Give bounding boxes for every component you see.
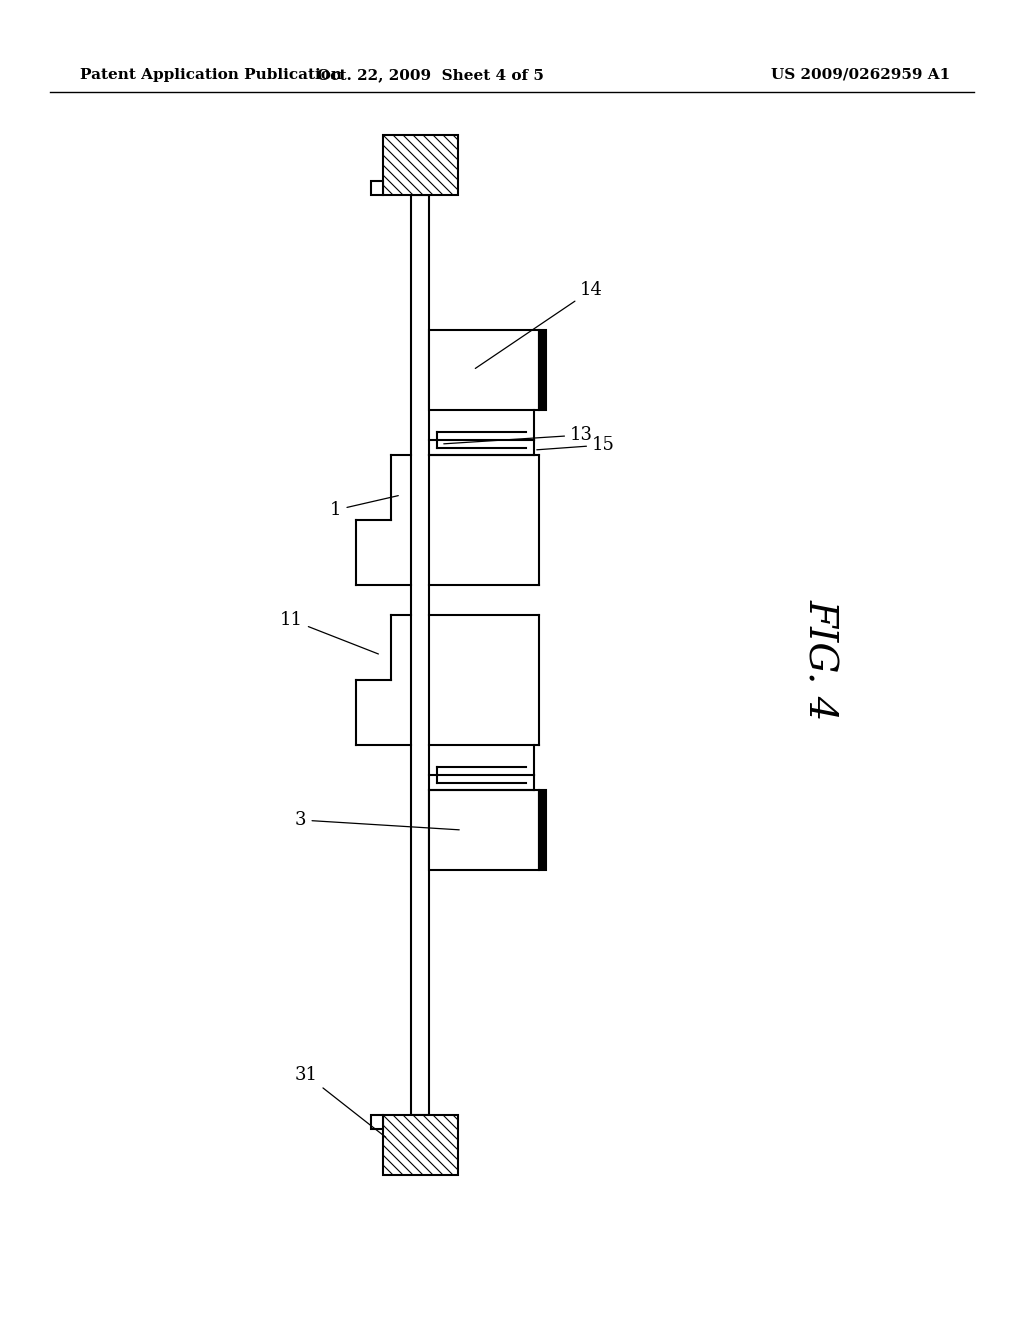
Text: 15: 15 xyxy=(537,436,614,454)
Text: Oct. 22, 2009  Sheet 4 of 5: Oct. 22, 2009 Sheet 4 of 5 xyxy=(316,69,544,82)
Text: 11: 11 xyxy=(280,611,379,653)
Text: 1: 1 xyxy=(330,495,398,519)
Text: FIG. 4: FIG. 4 xyxy=(802,599,839,721)
Text: US 2009/0262959 A1: US 2009/0262959 A1 xyxy=(771,69,950,82)
Bar xyxy=(429,789,539,870)
Text: 31: 31 xyxy=(295,1067,386,1138)
Text: 13: 13 xyxy=(443,426,593,444)
Text: 14: 14 xyxy=(475,281,603,368)
Text: 3: 3 xyxy=(295,810,459,830)
Bar xyxy=(383,135,458,195)
Text: Patent Application Publication: Patent Application Publication xyxy=(80,69,342,82)
Bar xyxy=(371,181,383,195)
Bar xyxy=(539,330,546,411)
Bar xyxy=(411,195,429,1115)
Bar xyxy=(429,330,539,411)
Bar xyxy=(383,1115,458,1175)
Bar xyxy=(539,789,546,870)
Bar xyxy=(371,1115,383,1129)
